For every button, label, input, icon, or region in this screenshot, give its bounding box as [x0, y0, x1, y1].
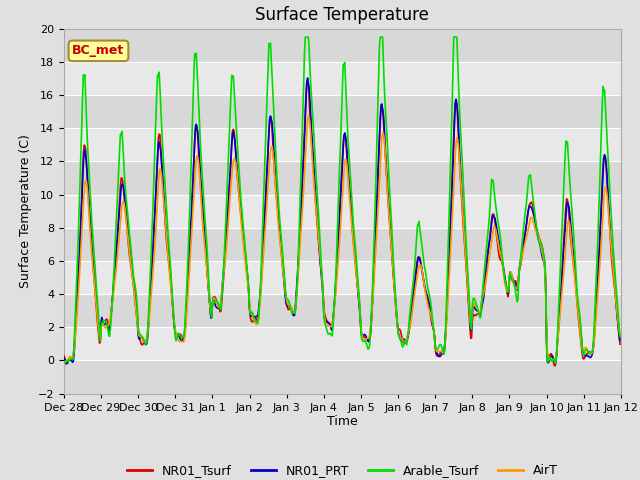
Bar: [64, 128, 621, 161]
Bar: [64, 29, 621, 62]
Bar: [64, 294, 621, 327]
Text: BC_met: BC_met: [72, 44, 125, 57]
Bar: [64, 261, 621, 294]
Bar: [64, 194, 621, 228]
Title: Surface Temperature: Surface Temperature: [255, 6, 429, 24]
Bar: [64, 62, 621, 95]
Bar: [64, 228, 621, 261]
X-axis label: Time: Time: [327, 415, 358, 429]
Bar: [64, 327, 621, 360]
Y-axis label: Surface Temperature (C): Surface Temperature (C): [19, 134, 32, 288]
Bar: [64, 360, 621, 394]
Legend: NR01_Tsurf, NR01_PRT, Arable_Tsurf, AirT: NR01_Tsurf, NR01_PRT, Arable_Tsurf, AirT: [122, 459, 563, 480]
Bar: [64, 95, 621, 128]
Bar: [64, 161, 621, 194]
